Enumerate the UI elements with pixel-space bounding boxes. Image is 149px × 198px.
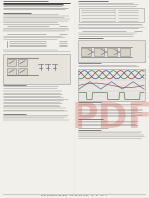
Bar (120, 48, 130, 56)
Bar (94, 48, 104, 56)
Bar (78, 69, 145, 101)
Bar (3, 54, 70, 84)
Bar (78, 40, 145, 62)
Text: PDF: PDF (71, 101, 149, 135)
Text: ELECTRONICS LETTERS   6th January 2005   Vol. 41   No. 1: ELECTRONICS LETTERS 6th January 2005 Vol… (41, 195, 107, 196)
Bar (79, 8, 144, 22)
Bar (81, 48, 91, 56)
Bar (7, 68, 16, 75)
Bar (7, 59, 16, 66)
Bar (18, 68, 27, 75)
Bar (107, 48, 117, 56)
Bar (18, 59, 27, 66)
